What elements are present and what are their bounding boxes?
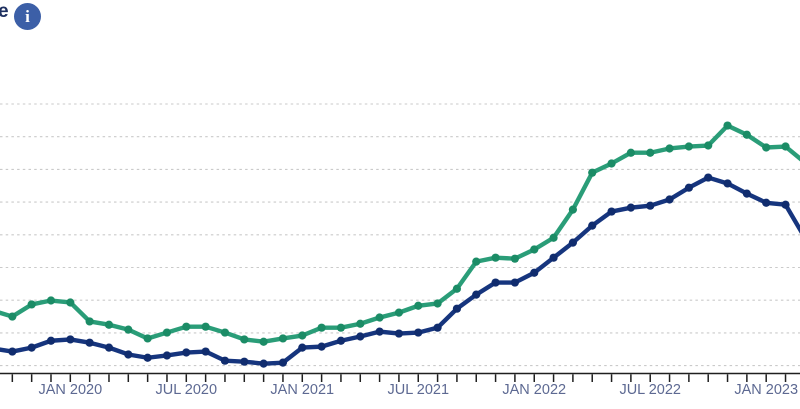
green-series-point bbox=[220, 328, 230, 337]
green-series-point bbox=[549, 233, 558, 242]
green-series-point bbox=[259, 337, 268, 346]
navy-series-point bbox=[375, 327, 384, 336]
navy-series-point bbox=[742, 189, 751, 198]
green-series-point bbox=[182, 322, 191, 331]
green-series-point bbox=[665, 144, 674, 153]
navy-series-point bbox=[588, 221, 597, 230]
green-series-point bbox=[8, 312, 17, 321]
x-tick-label: JAN 2023 bbox=[734, 382, 798, 398]
green-series-point bbox=[684, 142, 693, 151]
green-series-point bbox=[433, 299, 442, 308]
navy-series-point bbox=[298, 343, 307, 352]
green-series-point bbox=[104, 320, 114, 329]
navy-series-point bbox=[220, 356, 230, 365]
navy-series-point bbox=[46, 336, 56, 345]
green-series-point bbox=[626, 148, 635, 157]
navy-series-point bbox=[240, 357, 249, 366]
green-series-point bbox=[414, 301, 423, 310]
green-series-point bbox=[491, 253, 500, 262]
green-series-point bbox=[452, 284, 462, 293]
green-series-point bbox=[27, 300, 36, 309]
navy-series-point bbox=[530, 268, 539, 277]
green-series-point bbox=[723, 121, 732, 130]
green-series-point bbox=[356, 319, 365, 328]
navy-series-point bbox=[336, 336, 346, 345]
x-tick-label: JUL 2020 bbox=[156, 382, 218, 398]
navy-series-point bbox=[704, 173, 713, 182]
green-series-point bbox=[201, 322, 210, 331]
navy-series-point bbox=[317, 342, 326, 351]
page-title: e bbox=[0, 1, 9, 22]
green-series-point bbox=[510, 254, 520, 263]
green-series-point bbox=[317, 323, 326, 332]
navy-series-point bbox=[665, 195, 674, 204]
green-series-point bbox=[646, 148, 655, 157]
navy-series-point bbox=[414, 328, 423, 337]
navy-series-point bbox=[433, 323, 442, 332]
navy-series-point bbox=[8, 347, 17, 356]
navy-series-point bbox=[684, 183, 693, 192]
navy-series-point bbox=[452, 304, 462, 313]
navy-series-point bbox=[723, 179, 732, 188]
x-tick-label: JAN 2020 bbox=[38, 382, 102, 398]
navy-series-point bbox=[27, 343, 36, 352]
green-series-point bbox=[278, 334, 288, 343]
chart-header: e i bbox=[0, 0, 800, 34]
x-tick-label: JUL 2021 bbox=[387, 382, 449, 398]
navy-series-point bbox=[201, 347, 210, 356]
navy-series-point bbox=[182, 348, 191, 357]
navy-series-point bbox=[356, 332, 365, 341]
green-series-point bbox=[46, 296, 56, 305]
green-series-point bbox=[588, 168, 597, 177]
green-series-point bbox=[66, 298, 75, 307]
navy-series-point bbox=[781, 200, 790, 209]
green-series-point bbox=[375, 313, 384, 322]
x-tick-label: JUL 2022 bbox=[619, 382, 681, 398]
navy-series-point bbox=[510, 278, 520, 287]
navy-series-point bbox=[626, 203, 635, 212]
green-series-point bbox=[143, 334, 152, 343]
navy-series-point bbox=[607, 207, 616, 216]
green-series-point bbox=[85, 317, 94, 326]
navy-series-point bbox=[491, 278, 500, 287]
green-series-point bbox=[394, 308, 404, 317]
green-series-point bbox=[530, 245, 539, 254]
green-series-point bbox=[124, 325, 133, 334]
navy-series-point bbox=[568, 238, 578, 247]
green-series-point bbox=[472, 257, 481, 266]
navy-series-point bbox=[104, 343, 114, 352]
navy-series-point bbox=[646, 201, 655, 210]
green-series-point bbox=[336, 323, 346, 332]
green-series-point bbox=[240, 335, 249, 344]
green-series-point bbox=[162, 328, 172, 337]
navy-series-point bbox=[143, 353, 152, 362]
green-series-point bbox=[298, 331, 307, 340]
navy-series-point bbox=[278, 358, 288, 367]
navy-series-point bbox=[85, 338, 94, 347]
navy-series-point bbox=[124, 350, 133, 359]
green-series-point bbox=[607, 159, 616, 168]
green-series-point bbox=[742, 130, 751, 139]
navy-series-point bbox=[259, 359, 268, 368]
navy-series-point bbox=[472, 290, 481, 299]
green-series-point bbox=[781, 142, 790, 151]
green-series-point bbox=[704, 141, 713, 150]
navy-series-point bbox=[549, 253, 558, 262]
navy-series-point bbox=[162, 351, 172, 360]
navy-series-point bbox=[394, 329, 404, 338]
navy-series-point bbox=[66, 335, 75, 344]
x-tick-label: JAN 2022 bbox=[502, 382, 566, 398]
green-series-point bbox=[762, 143, 771, 152]
x-tick-label: JAN 2021 bbox=[270, 382, 334, 398]
info-icon[interactable]: i bbox=[14, 3, 41, 30]
navy-series-point bbox=[762, 198, 771, 207]
green-series-point bbox=[568, 205, 578, 214]
